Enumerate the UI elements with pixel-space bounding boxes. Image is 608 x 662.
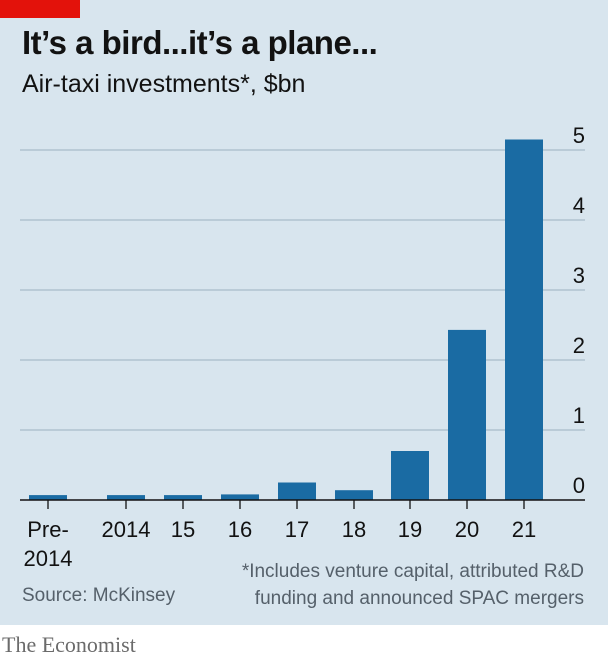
bar-16	[221, 494, 259, 500]
x-tick-labels: Pre- 2014 2014 15 16 17 18 19 20 21	[24, 500, 536, 571]
x-tick-label-20: 20	[455, 517, 479, 542]
x-tick-label-2014: 2014	[102, 517, 151, 542]
bar-17	[278, 482, 316, 500]
bar-chart: 0 1 2 3 4 5 Pre- 2014 2014 15 16 17 18 19 20 21	[20, 123, 585, 571]
source-note: Source: McKinsey	[22, 585, 176, 606]
x-tick-label-19: 19	[398, 517, 422, 542]
gridlines	[20, 149, 585, 431]
x-tick-label-16: 16	[228, 517, 252, 542]
bar-18	[335, 490, 373, 500]
y-tick-label-1: 1	[573, 403, 585, 428]
x-tick-label-pre-2014: 2014	[24, 546, 73, 571]
footnote-line-1: *Includes venture capital, attributed R&…	[241, 561, 584, 582]
x-tick-label-15: 15	[171, 517, 195, 542]
bar-21	[505, 139, 543, 500]
x-tick-label-pre-2014: Pre-	[27, 517, 69, 542]
bar-15	[164, 495, 202, 500]
y-tick-labels: 0 1 2 3 4 5	[573, 123, 585, 498]
x-tick-label-17: 17	[285, 517, 309, 542]
bar-19	[391, 451, 429, 500]
chart-title: It’s a bird...it’s a plane...	[22, 24, 378, 61]
y-tick-label-4: 4	[573, 193, 585, 218]
y-tick-label-5: 5	[573, 123, 585, 148]
y-tick-label-3: 3	[573, 263, 585, 288]
chart-subtitle: Air-taxi investments*, $bn	[22, 70, 306, 98]
bars	[29, 139, 543, 500]
brand-red-tag	[0, 0, 80, 18]
x-tick-label-21: 21	[512, 517, 536, 542]
footnote: *Includes venture capital, attributed R&…	[242, 558, 584, 612]
x-tick-label-18: 18	[342, 517, 366, 542]
bar-20	[448, 329, 486, 500]
y-tick-label-2: 2	[573, 333, 585, 358]
bar-pre-2014	[29, 495, 67, 500]
footnote-line-2: funding and announced SPAC mergers	[254, 588, 584, 609]
y-tick-label-0: 0	[573, 473, 585, 498]
economist-logo-text: The Economist	[2, 632, 136, 657]
bar-2014	[107, 495, 145, 500]
